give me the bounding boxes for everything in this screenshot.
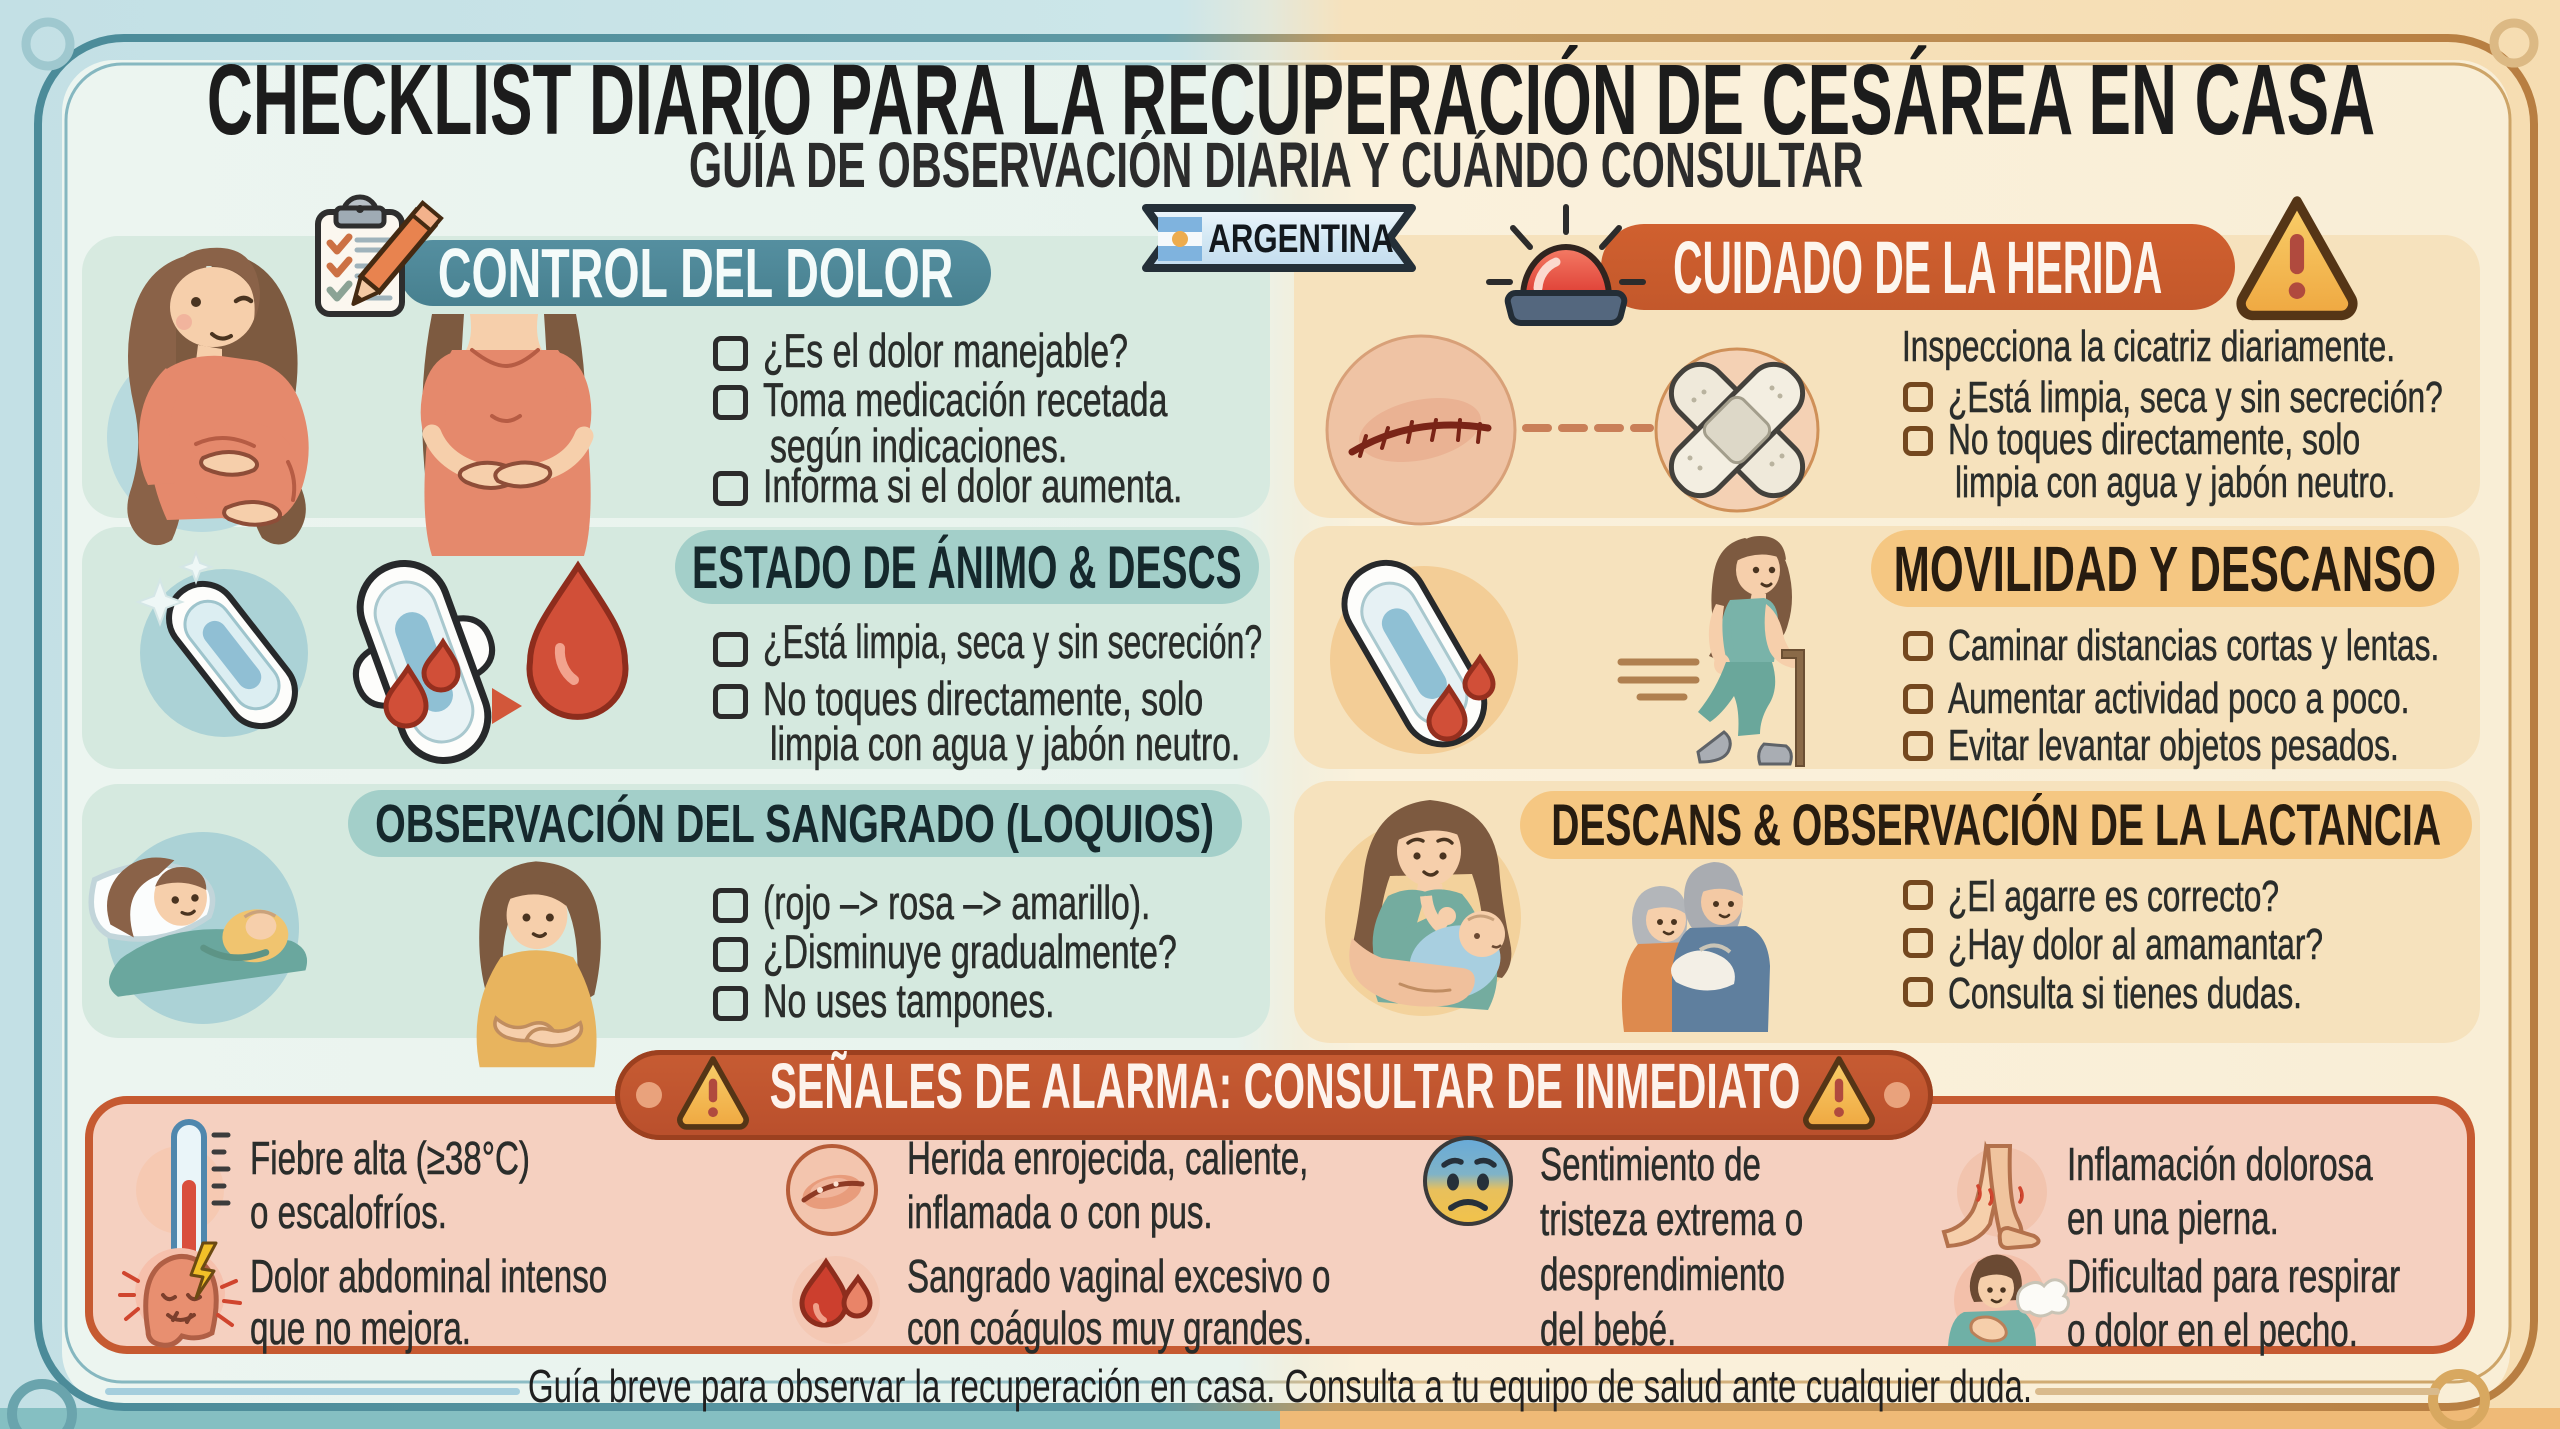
svg-text:ARGENTINA: ARGENTINA bbox=[1208, 216, 1393, 261]
